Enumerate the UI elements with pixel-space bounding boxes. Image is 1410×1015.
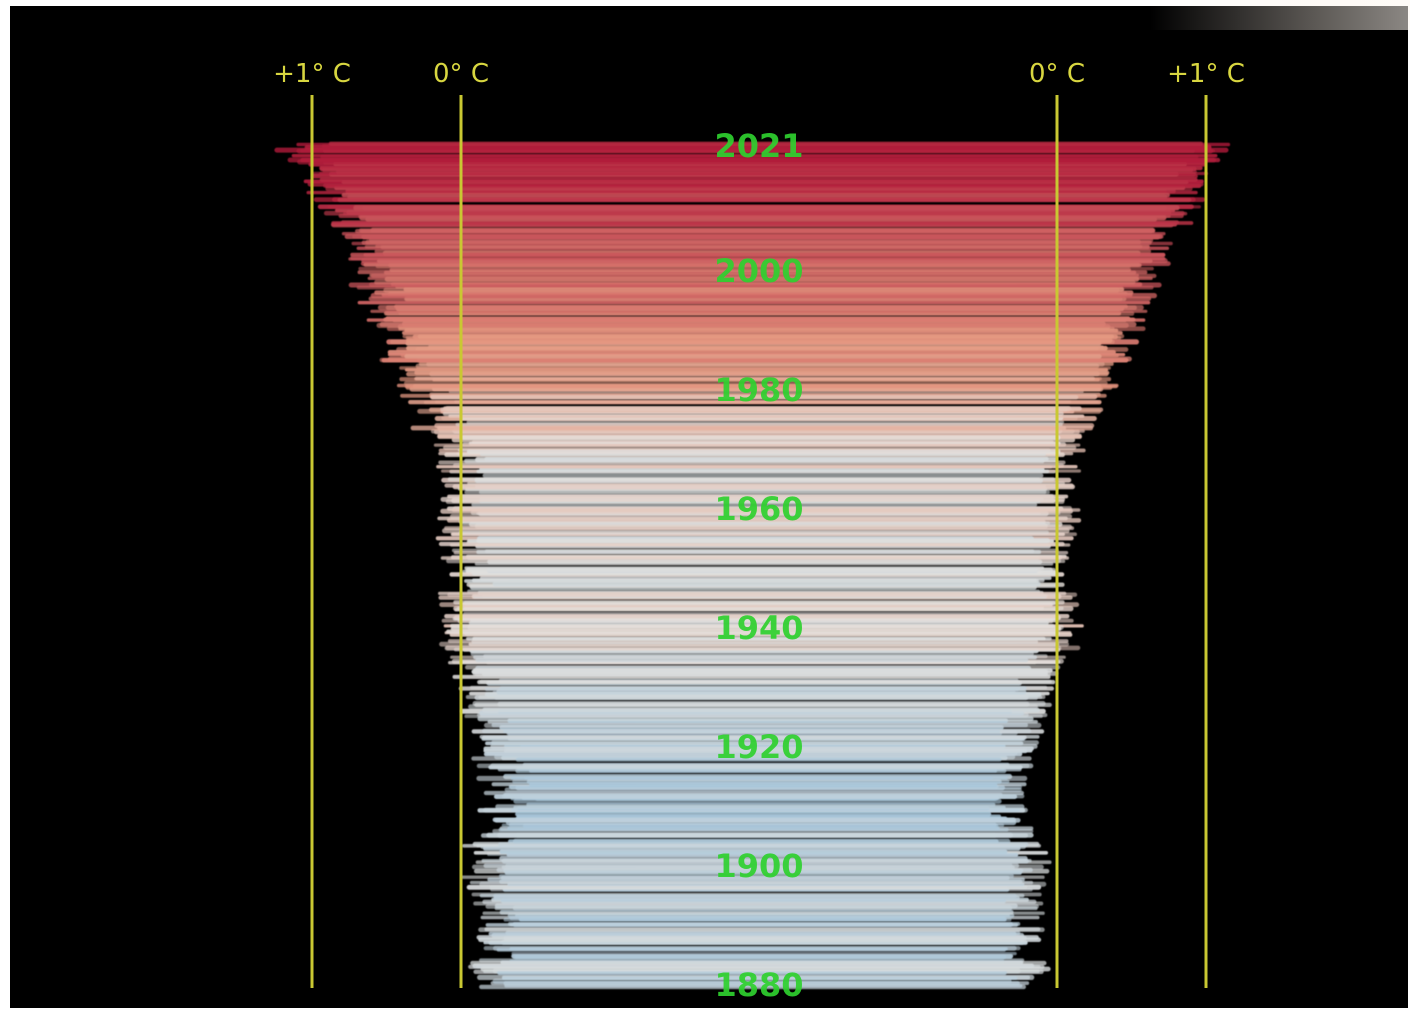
year-label-1920: 1920 (714, 728, 803, 766)
axis-label-right-2: 0° C (1029, 59, 1085, 89)
axis-label-left-1: 0° C (433, 59, 489, 89)
year-label-1900: 1900 (714, 847, 803, 885)
year-label-1880: 1880 (714, 966, 803, 1004)
year-label-2000: 2000 (714, 252, 803, 290)
year-label-2021: 2021 (714, 127, 803, 165)
ring-layer (274, 141, 1231, 990)
year-label-1980: 1980 (714, 371, 803, 409)
year-label-1960: 1960 (714, 490, 803, 528)
year-labels: 2021 2000 1980 1960 1940 1920 1900 1880 (714, 127, 803, 1004)
year-label-1940: 1940 (714, 609, 803, 647)
axis-label-right-3: +1° C (1167, 59, 1245, 89)
corner-fade (1150, 0, 1410, 30)
axis-label-left-0: +1° C (273, 59, 351, 89)
axis-labels: +1° C 0° C 0° C +1° C (273, 59, 1245, 89)
axis-lines (310, 95, 1208, 988)
